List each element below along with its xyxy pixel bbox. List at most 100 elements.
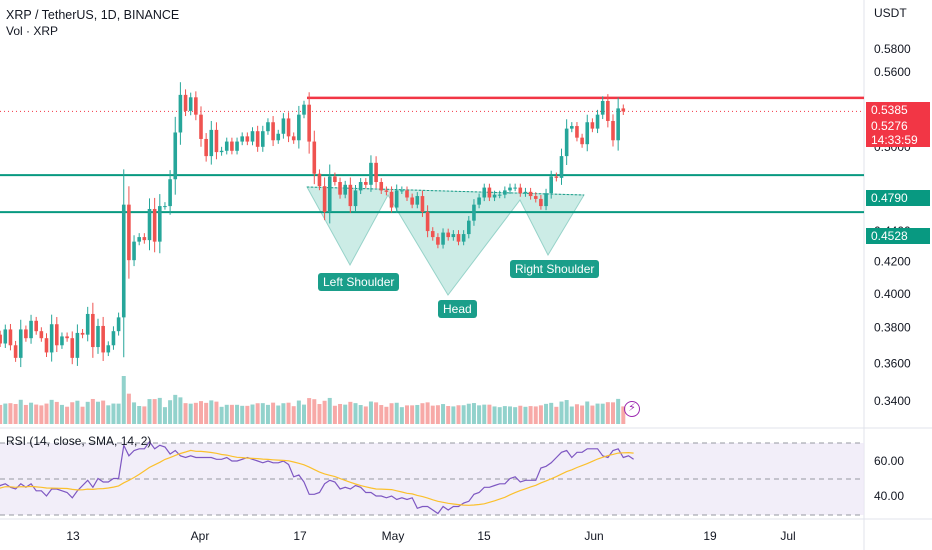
- volume-bar: [132, 402, 137, 424]
- candle-body: [91, 313, 95, 348]
- candle-body: [327, 176, 332, 212]
- candle-body: [230, 141, 234, 151]
- candle-body: [441, 232, 445, 245]
- candle-body: [528, 191, 533, 197]
- bar-countdown: 14:33:59: [866, 133, 930, 147]
- candle-body: [85, 313, 90, 335]
- volume-bar: [296, 400, 301, 424]
- candle-body: [338, 182, 342, 195]
- price-axis-tick: 0.3600: [874, 356, 911, 370]
- volume-legend[interactable]: Vol · XRP: [6, 24, 59, 38]
- volume-bar: [240, 405, 245, 424]
- candle-body: [570, 126, 574, 129]
- volume-bar: [327, 397, 332, 424]
- lightning-bolt-icon[interactable]: ⚡: [624, 401, 640, 417]
- volume-bar: [425, 402, 430, 424]
- volume-bar: [358, 405, 363, 424]
- rsi-legend[interactable]: RSI (14, close, SMA, 14, 2): [6, 434, 152, 448]
- volume-bar: [482, 404, 487, 424]
- volume-bar: [70, 402, 75, 424]
- candle-body: [420, 196, 425, 212]
- rsi-axis-tick: 60.00: [874, 454, 904, 468]
- candle-body: [353, 190, 358, 207]
- candle-body: [8, 329, 13, 346]
- candle-body: [235, 141, 239, 151]
- volume-bar: [49, 399, 54, 424]
- head-label[interactable]: Head: [438, 300, 477, 318]
- candle-body: [564, 128, 569, 157]
- candle-body: [611, 120, 615, 141]
- candle-body: [358, 182, 363, 191]
- volume-bar: [549, 402, 554, 424]
- price-axis-tick: 0.5600: [874, 65, 911, 79]
- volume-bar: [260, 403, 265, 424]
- volume-bar: [435, 405, 440, 424]
- volume-bar: [528, 406, 533, 424]
- time-axis-tick: Apr: [191, 529, 210, 543]
- volume-bar: [621, 406, 626, 424]
- volume-bar: [384, 406, 389, 424]
- candle-body: [523, 191, 528, 194]
- candle-body: [219, 150, 224, 153]
- volume-bar: [338, 403, 343, 424]
- volume-bar: [265, 404, 270, 424]
- rsi-axis-tick: 40.00: [874, 489, 904, 503]
- volume-bar: [564, 400, 569, 424]
- symbol-title[interactable]: XRP / TetherUS, 1D, BINANCE: [6, 8, 180, 22]
- rsi-ma-line: [0, 449, 634, 506]
- volume-bar: [229, 404, 234, 424]
- candle-body: [446, 232, 450, 238]
- candle-body: [276, 133, 281, 141]
- volume-bar: [410, 405, 415, 424]
- candle-body: [394, 190, 399, 208]
- support-lower-price-tag: 0.4528: [866, 228, 930, 244]
- volume-bar: [554, 406, 559, 424]
- volume-bar: [286, 402, 291, 424]
- candle-body: [384, 190, 389, 192]
- candle-body: [3, 329, 8, 344]
- candle-body: [60, 336, 64, 346]
- candle-body: [487, 187, 492, 198]
- candle-body: [436, 237, 440, 245]
- volume-bar: [44, 403, 49, 424]
- right-shoulder-label[interactable]: Right Shoulder: [510, 260, 600, 278]
- candle-body: [389, 191, 394, 208]
- candle-body: [0, 334, 2, 344]
- last-price-tag: 0.5276: [866, 118, 930, 134]
- candle-body: [188, 97, 193, 111]
- candle-body: [204, 138, 208, 157]
- candle-body: [544, 193, 548, 207]
- volume-bar: [276, 405, 281, 424]
- volume-bar: [332, 405, 337, 424]
- price-axis-tick: 0.4200: [874, 255, 911, 269]
- candle-body: [65, 336, 69, 339]
- candle-body: [214, 129, 219, 153]
- time-axis-tick: 13: [66, 529, 80, 543]
- volume-bar: [368, 401, 373, 424]
- candle-body: [451, 234, 456, 238]
- volume-bar: [420, 403, 425, 424]
- time-axis-tick: May: [382, 529, 405, 543]
- volume-bar: [559, 401, 564, 424]
- candle-body: [29, 320, 33, 339]
- candle-body: [224, 141, 229, 151]
- candle-body: [101, 325, 105, 353]
- candle-body: [178, 94, 183, 133]
- left-shoulder-label[interactable]: Left Shoulder: [318, 273, 400, 291]
- candle-body: [415, 196, 420, 205]
- volume-bar: [250, 404, 255, 424]
- candle-body: [405, 190, 409, 198]
- price-axis-tick: 0.3400: [874, 394, 911, 408]
- candle-body: [147, 208, 152, 241]
- candle-body: [199, 114, 203, 139]
- resistance-price-tag: 0.5385: [866, 102, 930, 118]
- currency-label[interactable]: USDT: [874, 6, 907, 20]
- volume-bar: [312, 399, 317, 424]
- volume-bar: [399, 407, 404, 424]
- candle-body: [286, 118, 291, 137]
- volume-bar: [471, 403, 476, 424]
- candle-body: [39, 331, 44, 339]
- volume-bar: [379, 405, 384, 424]
- candle-body: [142, 237, 147, 241]
